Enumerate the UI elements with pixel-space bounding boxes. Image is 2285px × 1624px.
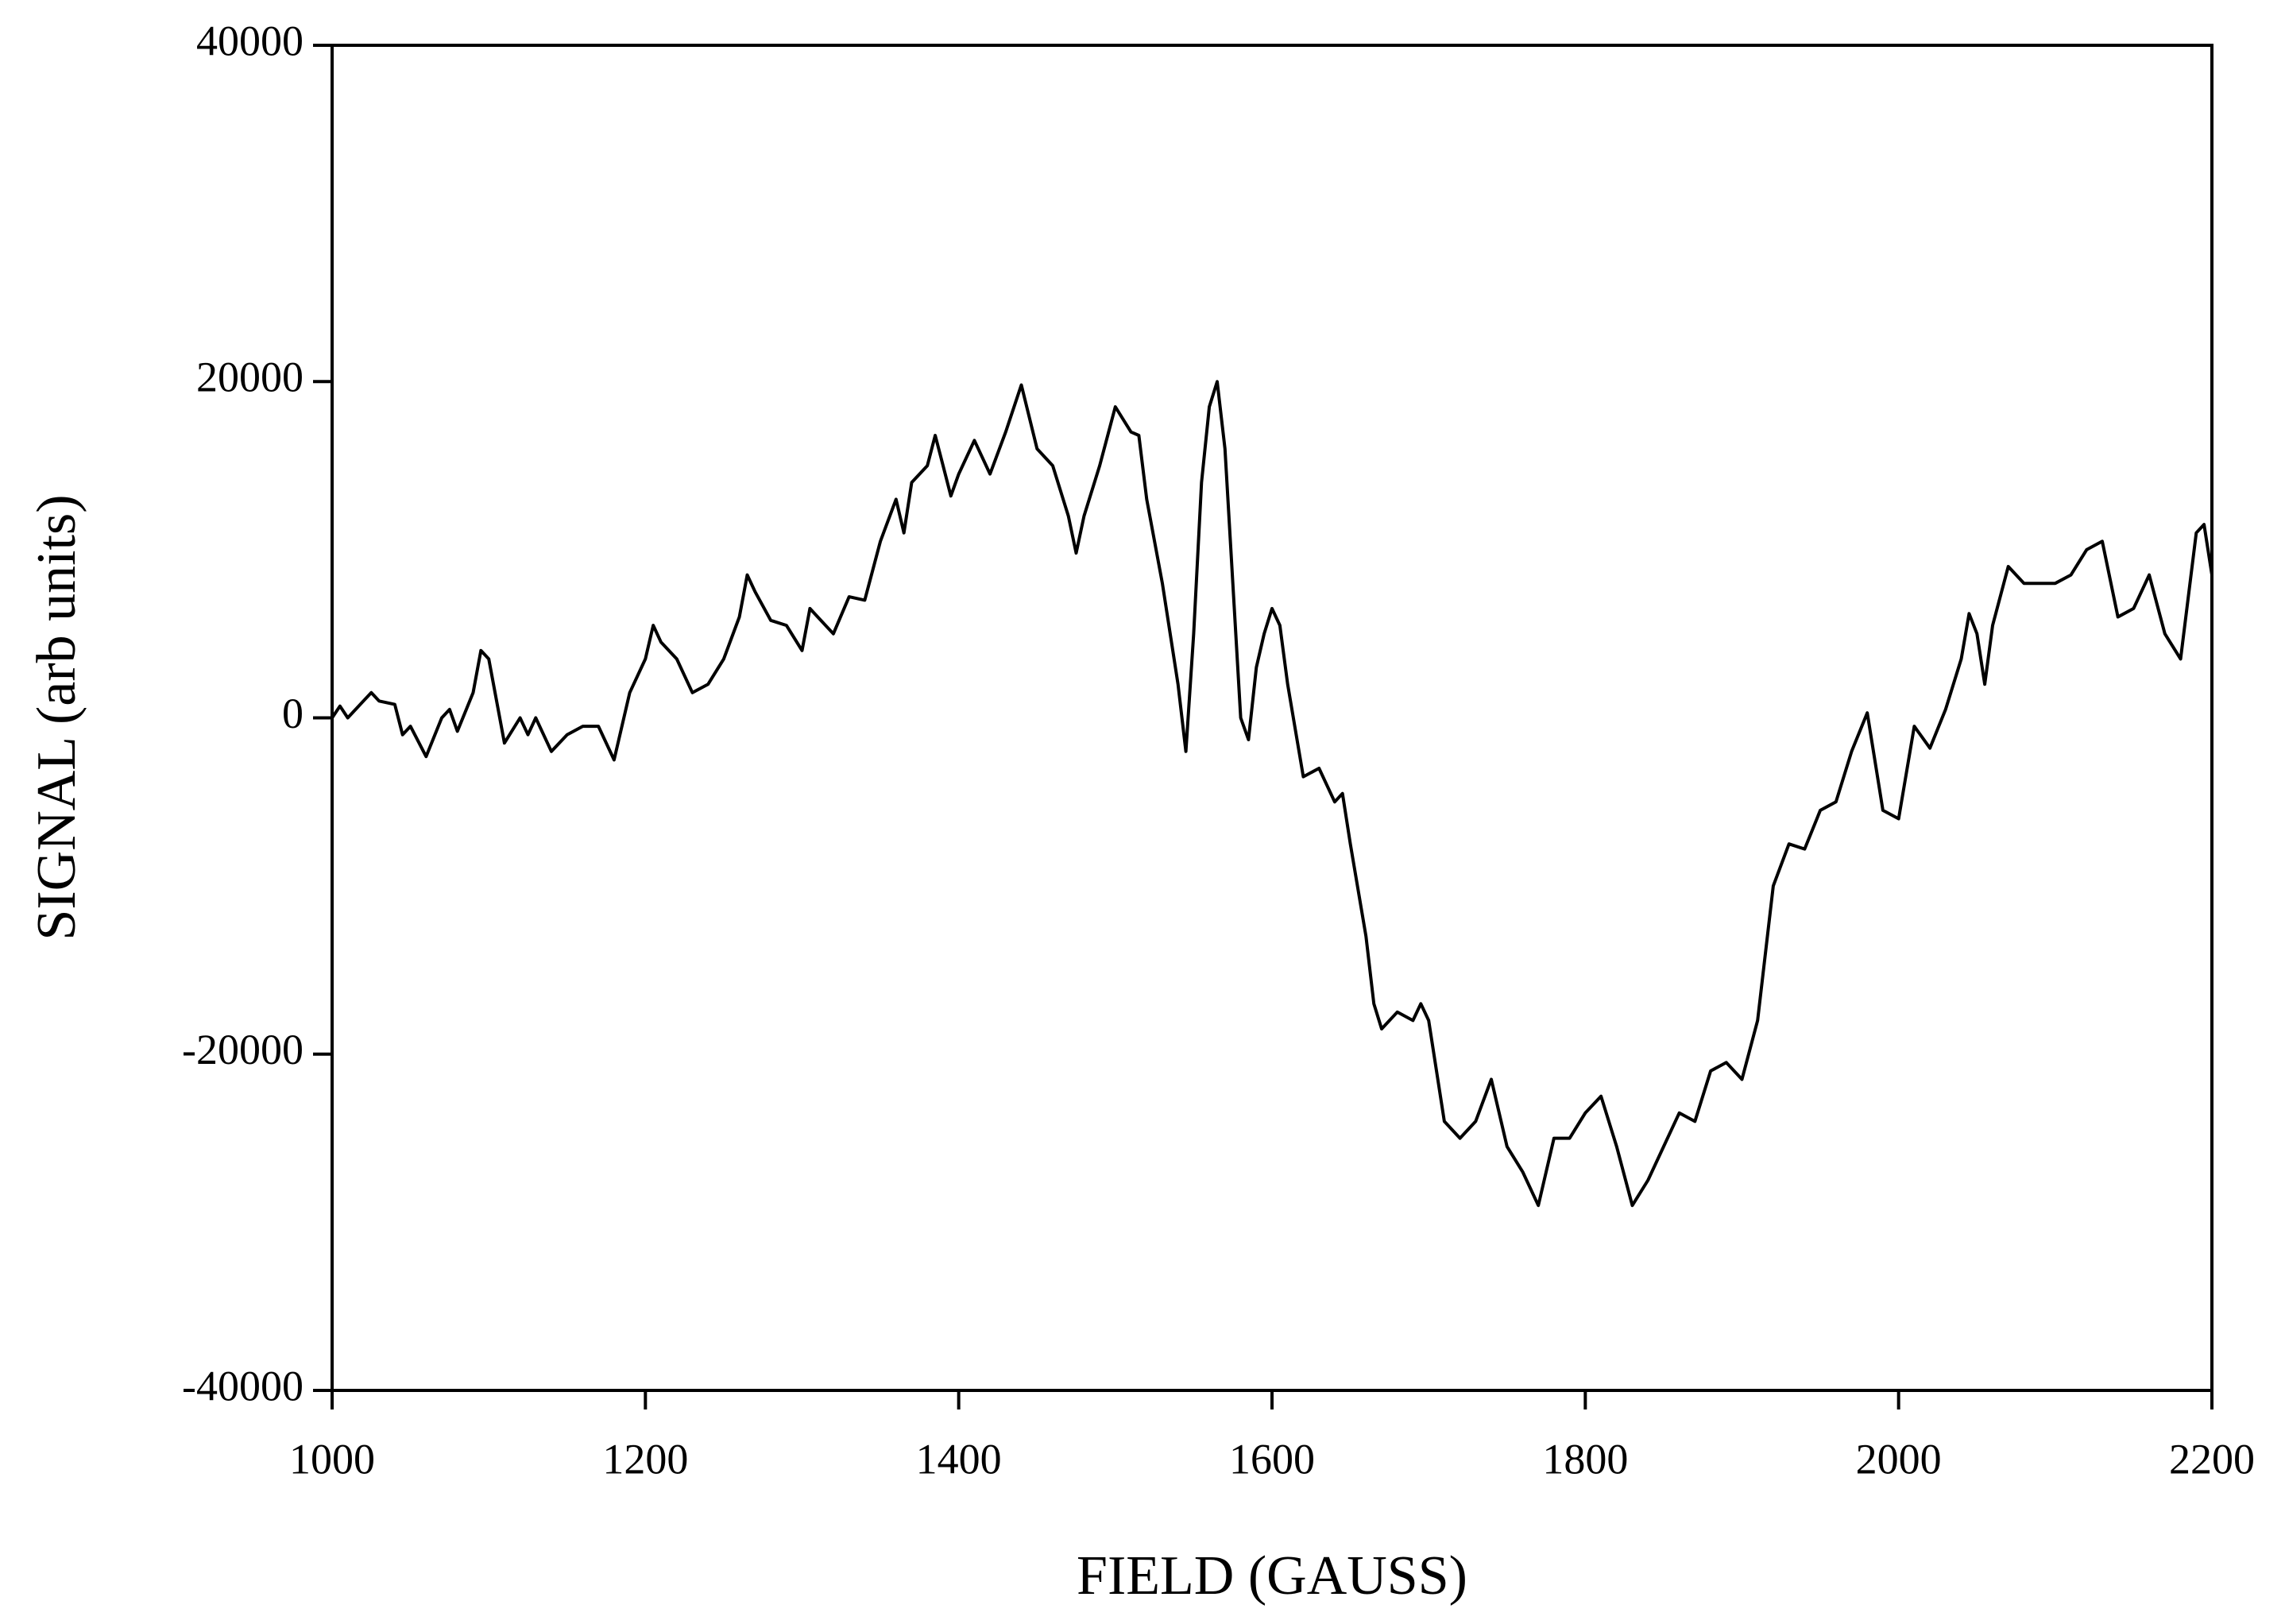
x-tick-label: 1200 [602, 1435, 688, 1483]
y-tick-label: -40000 [182, 1362, 304, 1409]
x-tick-label: 1800 [1542, 1435, 1628, 1483]
y-axis-title: SIGNAL (arb units) [26, 494, 87, 940]
y-tick-label: 0 [282, 690, 304, 737]
y-tick-label: 20000 [196, 354, 304, 401]
x-tick-label: 2000 [1856, 1435, 1942, 1483]
x-tick-label: 1400 [916, 1435, 1002, 1483]
plot-frame [331, 44, 2213, 1392]
x-tick-label: 2200 [2169, 1435, 2255, 1483]
x-tick-label: 1600 [1229, 1435, 1315, 1483]
y-tick-label: -20000 [182, 1026, 304, 1073]
y-tick-label: 40000 [196, 17, 304, 64]
x-tick-label: 1000 [289, 1435, 375, 1483]
signal-line [331, 380, 2213, 1208]
x-axis-title: FIELD (GAUSS) [1077, 1545, 1467, 1607]
